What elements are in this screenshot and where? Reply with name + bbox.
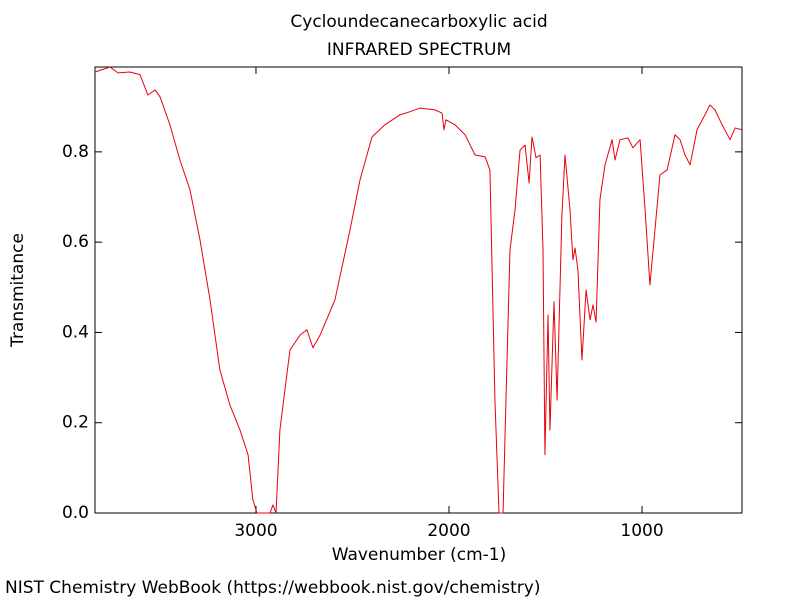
- y-tick-label: 0.0: [62, 503, 89, 523]
- plot-frame: [94, 66, 743, 514]
- y-tick-label: 0.6: [62, 232, 89, 252]
- y-axis-label: Transmitance: [8, 233, 28, 348]
- y-tick-label: 0.8: [62, 142, 89, 162]
- chart-title: Cycloundecanecarboxylic acid: [290, 12, 547, 32]
- x-tick-label: 3000: [234, 521, 277, 541]
- x-axis-label: Wavenumber (cm-1): [332, 545, 507, 565]
- footer: NIST Chemistry WebBook (https://webbook.…: [5, 578, 540, 598]
- y-tick-label: 0.4: [62, 322, 89, 342]
- y-tick-label: 0.2: [62, 413, 89, 433]
- chart-subtitle: INFRARED SPECTRUM: [327, 40, 511, 60]
- x-tick-label: 1000: [620, 521, 663, 541]
- x-tick-label: 2000: [427, 521, 470, 541]
- spectrum-line: [94, 66, 743, 514]
